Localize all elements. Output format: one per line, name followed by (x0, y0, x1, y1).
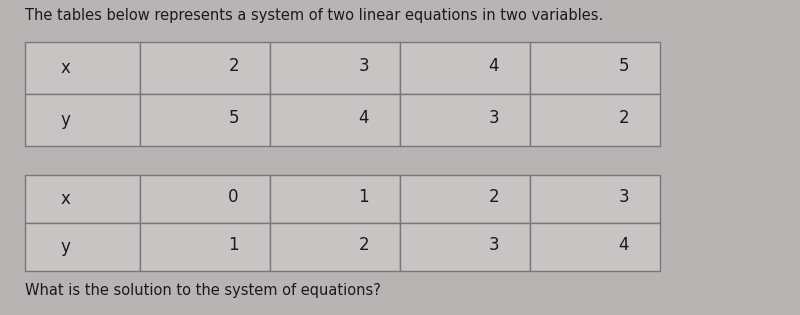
Text: 5: 5 (228, 109, 239, 127)
Bar (400, 42, 530, 94)
Text: x: x (60, 190, 70, 208)
Bar (270, 42, 400, 94)
Bar (270, 94, 400, 146)
Text: 5: 5 (618, 57, 629, 75)
Text: 3: 3 (358, 57, 369, 75)
Text: 4: 4 (618, 237, 629, 255)
Bar (530, 223, 660, 271)
Text: The tables below represents a system of two linear equations in two variables.: The tables below represents a system of … (25, 8, 603, 23)
Text: What is the solution to the system of equations?: What is the solution to the system of eq… (25, 283, 381, 298)
Bar (25, 94, 140, 146)
Text: 0: 0 (228, 188, 239, 206)
Bar (25, 42, 140, 94)
Bar (140, 175, 270, 223)
Text: 1: 1 (358, 188, 369, 206)
Bar (25, 223, 140, 271)
Text: 4: 4 (488, 57, 499, 75)
Bar (25, 175, 140, 223)
Text: 2: 2 (488, 188, 499, 206)
Text: y: y (60, 238, 70, 256)
Bar (400, 175, 530, 223)
Text: 2: 2 (228, 57, 239, 75)
Bar (140, 42, 270, 94)
Bar (400, 94, 530, 146)
Text: 2: 2 (618, 109, 629, 127)
Text: 1: 1 (228, 237, 239, 255)
Text: 3: 3 (488, 237, 499, 255)
Bar (270, 175, 400, 223)
Bar (270, 223, 400, 271)
Text: 3: 3 (618, 188, 629, 206)
Bar (530, 175, 660, 223)
Bar (530, 42, 660, 94)
Bar (140, 223, 270, 271)
Text: 3: 3 (488, 109, 499, 127)
Text: 2: 2 (358, 237, 369, 255)
Bar (140, 94, 270, 146)
Text: 4: 4 (358, 109, 369, 127)
Bar (530, 94, 660, 146)
Text: x: x (60, 59, 70, 77)
Bar (400, 223, 530, 271)
Text: y: y (60, 111, 70, 129)
